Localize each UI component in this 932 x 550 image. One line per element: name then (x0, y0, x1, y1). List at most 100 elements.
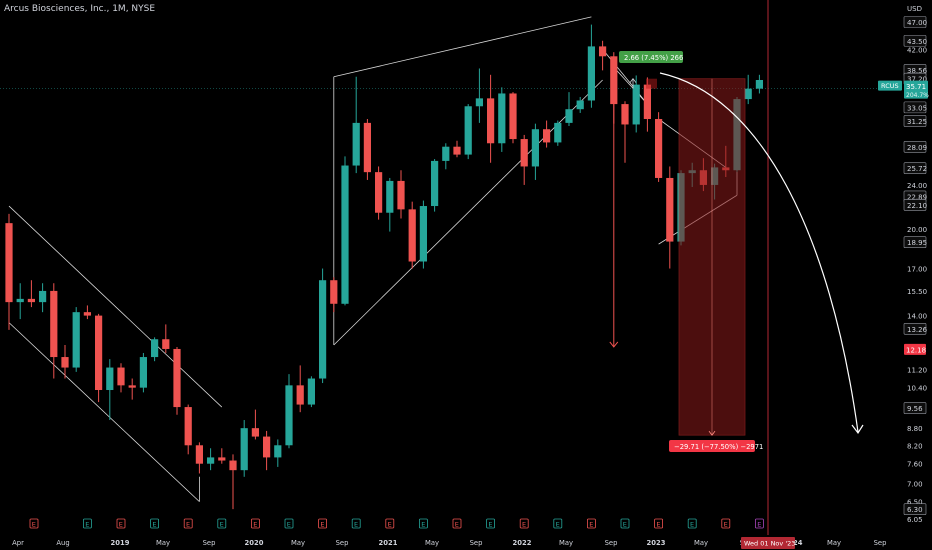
price-tick-label: 22.89 (907, 193, 927, 201)
red-level-badge (904, 343, 926, 355)
time-axis-label: Apr (12, 539, 24, 547)
price-tick-label: 28.09 (907, 144, 927, 152)
earnings-marker (250, 518, 260, 529)
time-axis-label: Sep (605, 539, 618, 547)
date-badge-label: Wed 01 Nov '23 (744, 540, 795, 548)
projection-arrow-head (609, 341, 619, 348)
earnings-marker-label: E (623, 521, 627, 529)
price-tick-label: 25.72 (907, 165, 927, 173)
last-price-value: 35.71 (906, 83, 926, 91)
earnings-marker-label: E (421, 521, 425, 529)
candle-body (554, 122, 562, 143)
candle-body (341, 165, 349, 304)
earnings-marker-label: E (152, 521, 156, 529)
time-axis-label: May (559, 539, 573, 547)
descending-channel-lower (8, 322, 200, 502)
earnings-marker (385, 518, 395, 529)
price-tick-label: 8.20 (907, 442, 923, 450)
earnings-marker (755, 518, 764, 529)
earnings-marker (553, 518, 563, 529)
candle-body (419, 206, 427, 262)
candle-body (61, 357, 69, 368)
price-tick-label: 7.60 (907, 461, 923, 469)
time-axis-label: May (694, 539, 708, 547)
price-tick-label: 17.00 (907, 266, 927, 274)
candle-body (218, 457, 226, 461)
time-axis-label: 2020 (245, 539, 264, 547)
chart-title: Arcus Biosciences, Inc., 1M, NYSE (4, 4, 156, 14)
price-tick-box (903, 115, 927, 127)
rising-wedge-upper (333, 16, 592, 78)
candle-body (162, 339, 170, 349)
candle-body (95, 315, 103, 391)
candle-body (16, 298, 24, 303)
earnings-marker (284, 518, 294, 529)
descending-channel-upper (8, 205, 223, 408)
price-tick-box (903, 34, 927, 47)
price-tick-label: 8.80 (907, 425, 923, 433)
price-tick-box (903, 199, 927, 211)
earnings-marker-label: E (85, 521, 89, 529)
price-tick-label: 14.00 (907, 313, 927, 321)
down-measure-label: −29.71 (−77.50%) −2971 (674, 443, 763, 451)
earnings-marker-label: E (522, 521, 526, 529)
price-tick-label: 33.05 (907, 104, 927, 112)
earnings-marker (418, 518, 428, 529)
candle-body (274, 445, 282, 458)
wedge-apex-lower (613, 66, 648, 105)
candle-body (72, 312, 80, 368)
candle-body (263, 436, 271, 458)
earnings-marker (519, 518, 529, 529)
price-tick-box (903, 503, 927, 515)
candle-body (251, 428, 259, 437)
earnings-marker (486, 518, 496, 529)
earnings-marker-label: E (320, 521, 324, 529)
time-axis-label: May (425, 539, 439, 547)
price-tick-box (903, 322, 927, 335)
earnings-marker (721, 518, 731, 529)
earnings-marker-label: E (455, 521, 459, 529)
candle-body (509, 93, 517, 140)
time-axis-label: Aug (56, 539, 69, 547)
candle-body (375, 172, 383, 213)
candle-body (83, 312, 91, 316)
candle-body (50, 290, 58, 358)
price-tick-label: 9.56 (907, 405, 923, 413)
candle-body (352, 122, 360, 166)
price-tick-label: 24.00 (907, 182, 927, 190)
up-measure-badge (619, 51, 683, 63)
short-stop-box (646, 78, 657, 89)
earnings-marker (83, 518, 92, 529)
candle-body (5, 223, 13, 303)
candle-body (576, 100, 584, 110)
earnings-marker (351, 518, 361, 529)
time-axis-label: 2019 (111, 539, 130, 547)
candle-body (307, 378, 315, 405)
earnings-marker-label: E (556, 521, 560, 529)
price-tick-label: 6.30 (907, 506, 923, 514)
candle-body (330, 280, 338, 304)
candle-body (285, 385, 293, 446)
up-measure-arrow (629, 78, 637, 83)
projection-curve-head (851, 424, 864, 435)
price-tick-label: 47.00 (907, 19, 927, 27)
time-axis-label: May (156, 539, 170, 547)
candle-body (173, 348, 181, 408)
candle-body (599, 46, 607, 57)
price-tick-label: 38.56 (907, 67, 928, 75)
earnings-marker (620, 518, 630, 529)
up-measure-label: 2.66 (7.45%) 266 (624, 54, 683, 62)
candle-body (184, 407, 192, 446)
time-axis-label: Sep (470, 539, 483, 547)
candle-body (319, 280, 327, 379)
time-axis-label: 2021 (379, 539, 398, 547)
earnings-marker-label: E (186, 521, 190, 529)
earnings-marker (318, 518, 328, 529)
earnings-marker-label: E (757, 521, 761, 529)
earnings-marker-label: E (119, 521, 123, 529)
candle-body (744, 88, 752, 100)
earnings-marker-label: E (388, 521, 392, 529)
candle-body (128, 385, 136, 388)
price-tick-label: 11.20 (907, 367, 927, 375)
